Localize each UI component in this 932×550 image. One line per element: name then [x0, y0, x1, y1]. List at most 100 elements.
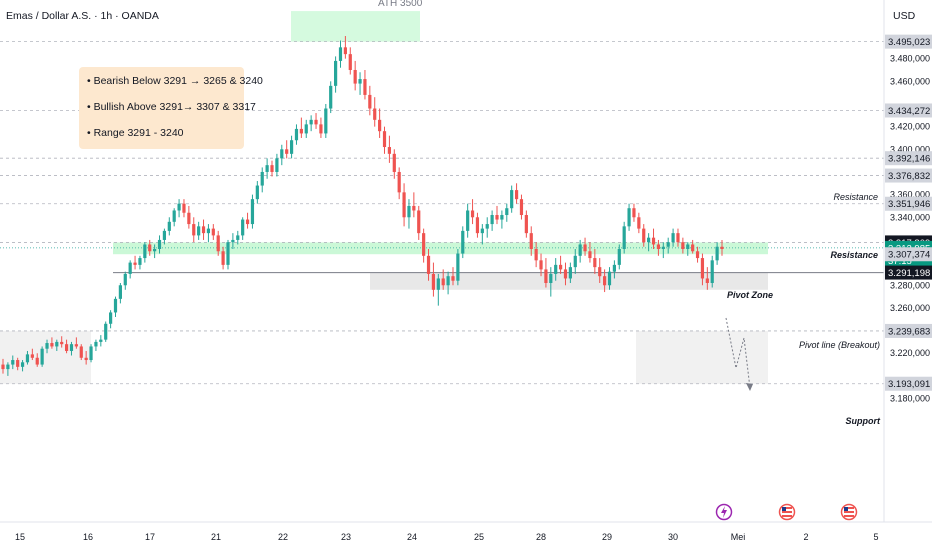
- candle-body: [358, 79, 362, 84]
- candle-body: [632, 208, 636, 218]
- candle-body: [338, 47, 343, 61]
- countdown-label: 37:15: [888, 256, 912, 267]
- candle-body: [187, 212, 191, 225]
- candle-body: [138, 258, 142, 265]
- candle-body: [55, 341, 59, 347]
- candle-body: [113, 298, 118, 313]
- price-tag-label: 3.239,683: [888, 326, 930, 337]
- candle-body: [378, 119, 382, 132]
- horizontal-lines-layer: [0, 41, 884, 385]
- support-range-left: [0, 330, 91, 384]
- candle-body: [50, 343, 54, 347]
- currency-label[interactable]: USD: [893, 10, 916, 22]
- time-tick-label: 24: [407, 532, 417, 542]
- note-bullish: • Bullish Above 3291→ 3307 & 3317: [87, 101, 256, 113]
- candle-body: [99, 339, 103, 342]
- candle-body: [524, 215, 528, 234]
- candle-body: [309, 119, 313, 125]
- time-tick-label: 22: [278, 532, 288, 542]
- candle-body: [588, 251, 592, 259]
- candle-body: [539, 260, 543, 270]
- annotation-label: Resistance: [830, 250, 878, 260]
- note-range: • Range 3291 - 3240: [87, 127, 184, 139]
- candle-body: [422, 233, 426, 256]
- candle-body: [500, 215, 504, 220]
- price-tag-label: 3.434,272: [888, 106, 930, 117]
- candle-body: [686, 244, 690, 250]
- candle-body: [612, 264, 616, 272]
- candle-body: [368, 94, 372, 109]
- candle-body: [495, 215, 499, 220]
- candle-body: [231, 239, 235, 243]
- candle-body: [700, 258, 705, 279]
- candle-body: [470, 210, 475, 218]
- annotation-label: Support: [846, 416, 881, 426]
- candle-body: [35, 357, 39, 365]
- candle-body: [270, 165, 274, 172]
- price-tag-label: 3.376,832: [888, 171, 930, 182]
- annotation-label: Pivot Zone: [727, 290, 773, 300]
- candle-body: [436, 278, 440, 290]
- candle-body: [299, 128, 303, 134]
- price-tick-label: 3.280,000: [890, 280, 930, 290]
- candle-body: [1, 364, 5, 370]
- candle-body: [167, 221, 171, 231]
- candle-body: [324, 108, 328, 134]
- candle-body: [30, 354, 34, 358]
- candle-body: [89, 346, 93, 361]
- us-flag-event-icon[interactable]: [778, 503, 796, 521]
- price-tag-label: 3.193,091: [888, 379, 930, 390]
- price-tick-label: 3.460,000: [890, 76, 930, 86]
- time-tick-label: 23: [341, 532, 351, 542]
- candle-body: [402, 192, 406, 218]
- candle-body: [593, 258, 597, 268]
- candle-body: [446, 276, 450, 286]
- candle-body: [466, 210, 470, 231]
- candle-body: [529, 233, 533, 250]
- candle-body: [255, 185, 259, 200]
- candle-body: [607, 271, 612, 286]
- candle-body: [544, 269, 548, 283]
- lightning-event-icon[interactable]: [715, 503, 733, 521]
- candle-body: [558, 264, 563, 270]
- candle-body: [382, 131, 387, 148]
- candle-body: [441, 278, 445, 286]
- candle-body: [280, 149, 284, 159]
- candle-body: [319, 124, 323, 134]
- candle-body: [343, 47, 347, 55]
- candle-body: [333, 60, 338, 86]
- price-tag: [885, 265, 932, 280]
- candle-body: [510, 190, 514, 209]
- candles-layer: [1, 36, 724, 376]
- candle-body: [177, 203, 181, 211]
- price-tag-label: 3.495,023: [888, 37, 930, 48]
- candle-body: [627, 208, 631, 227]
- candle-body: [666, 242, 670, 247]
- candle-body: [143, 244, 147, 259]
- us-flag-event-icon[interactable]: [840, 503, 858, 521]
- annotation-label: Resistance: [833, 192, 878, 202]
- candle-body: [373, 108, 377, 120]
- annotations-layer: ATH 3500 Resistance Resistance Pivot Zone Pi…: [378, 0, 881, 426]
- candle-body: [583, 244, 587, 252]
- candle-body: [397, 171, 401, 193]
- candle-body: [681, 242, 685, 250]
- candle-body: [485, 224, 489, 229]
- candle-body: [480, 228, 484, 234]
- candle-body: [720, 246, 724, 250]
- price-tag-label: 3.351,946: [888, 199, 930, 210]
- candle-body: [456, 253, 460, 281]
- candle-body: [412, 205, 416, 211]
- candle-body: [241, 219, 245, 236]
- candle-body: [656, 244, 661, 250]
- candle-body: [172, 210, 176, 222]
- candle-body: [647, 237, 651, 243]
- candle-body: [710, 260, 714, 283]
- price-tag: [885, 168, 932, 183]
- candle-body: [505, 208, 509, 216]
- trade-plan-note[interactable]: • Bearish Below 3291 → 3265 & 3240 • Bul…: [79, 67, 263, 149]
- time-tick-label: 21: [211, 532, 221, 542]
- symbol-title[interactable]: Emas / Dollar A.S. · 1h · OANDA: [6, 10, 159, 22]
- projection-arrows: [725, 317, 753, 391]
